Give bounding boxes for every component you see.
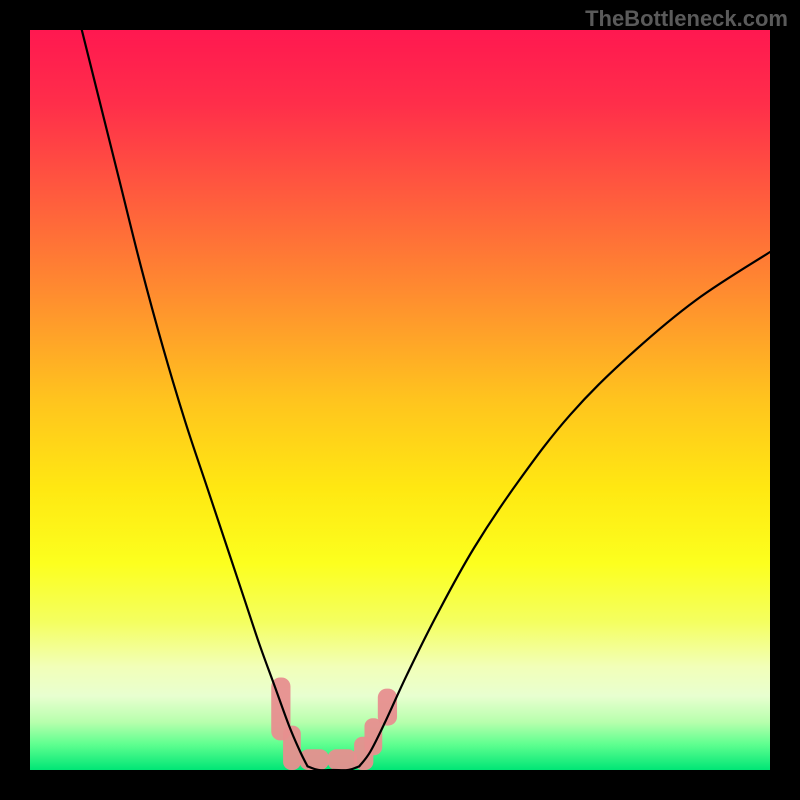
chart-frame: TheBottleneck.com bbox=[0, 0, 800, 800]
watermark-text: TheBottleneck.com bbox=[585, 6, 788, 32]
chart-svg bbox=[30, 30, 770, 770]
plot-area bbox=[30, 30, 770, 770]
gradient-background bbox=[30, 30, 770, 770]
